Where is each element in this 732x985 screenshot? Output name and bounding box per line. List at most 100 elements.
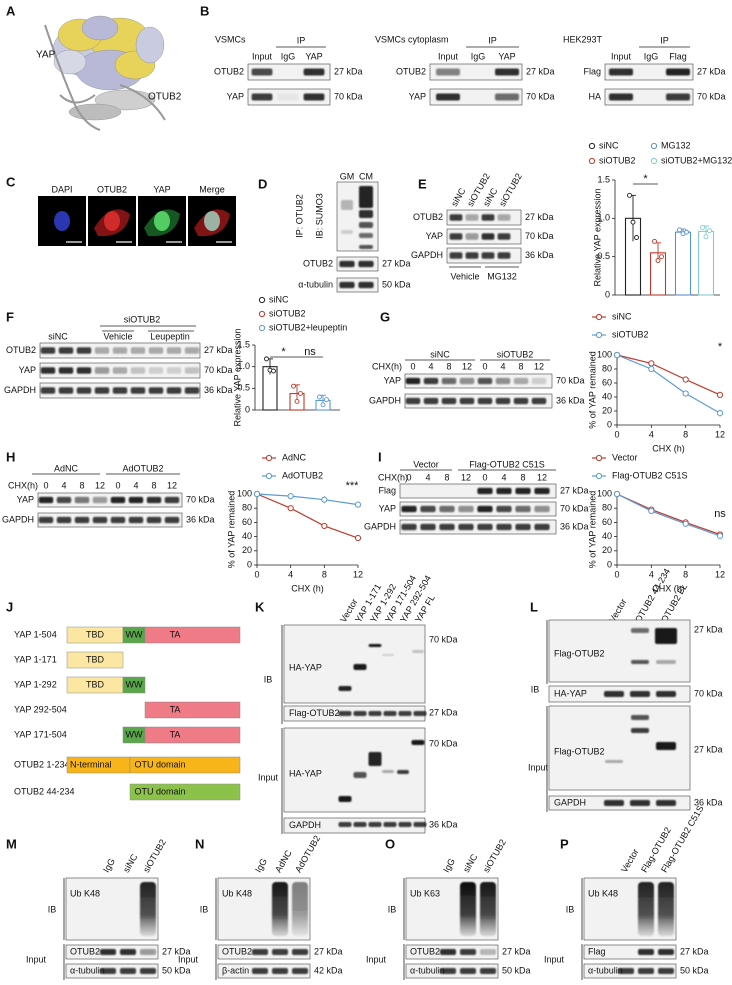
band bbox=[440, 949, 456, 955]
band bbox=[465, 214, 479, 221]
panel-label: N bbox=[195, 836, 204, 851]
y-tick-label: 100 bbox=[237, 488, 252, 498]
construct-label: YAP 1-292 bbox=[14, 679, 57, 689]
y-tick-label: 0 bbox=[245, 404, 250, 414]
lane-label: 8 bbox=[520, 472, 525, 482]
y-tick-label: 20 bbox=[602, 545, 612, 555]
y-tick-label: 0.5 bbox=[237, 383, 250, 393]
band bbox=[148, 367, 164, 374]
size-label: 27 kDa bbox=[382, 258, 411, 268]
panel-label: A bbox=[6, 3, 16, 18]
blot-title: VSMCs bbox=[215, 34, 246, 44]
smear bbox=[658, 882, 674, 936]
structure-label: YAP bbox=[36, 50, 56, 61]
blot bbox=[336, 256, 379, 272]
size-label: 36 kDa bbox=[556, 395, 585, 405]
size-label: 70 kDa bbox=[186, 494, 215, 504]
band bbox=[251, 68, 273, 76]
row-label: Ub K63 bbox=[410, 888, 440, 898]
data-point bbox=[271, 368, 276, 374]
y-tick-label: 80 bbox=[602, 363, 612, 373]
band bbox=[148, 347, 164, 354]
domain-label: WW bbox=[126, 679, 143, 689]
band bbox=[515, 523, 531, 531]
size-label: 70 kDa bbox=[204, 365, 233, 375]
lane-label: 4 bbox=[500, 361, 505, 371]
lane-label: siNC bbox=[48, 331, 68, 341]
band bbox=[481, 233, 495, 240]
band bbox=[411, 740, 425, 745]
panel-label: P bbox=[560, 836, 569, 851]
row-label: OTUB2 bbox=[214, 66, 244, 76]
significance: ns bbox=[714, 508, 726, 520]
data-point bbox=[317, 394, 322, 400]
lane-label: 0 bbox=[410, 361, 415, 371]
y-tick-label: 0 bbox=[247, 559, 252, 569]
blot-title: VSMCs cytoplasm bbox=[375, 34, 449, 44]
lane-label: 0 bbox=[482, 361, 487, 371]
band bbox=[413, 822, 427, 827]
band bbox=[368, 711, 382, 716]
legend-label: siNC bbox=[269, 294, 289, 304]
input-label: Input bbox=[544, 954, 565, 964]
significance: * bbox=[718, 341, 723, 353]
band bbox=[477, 377, 493, 385]
data-point bbox=[652, 238, 657, 244]
band bbox=[292, 949, 308, 955]
smear bbox=[272, 882, 288, 936]
ib-label: IB bbox=[48, 904, 57, 914]
x-tick-label: 8 bbox=[683, 429, 688, 439]
lane-label: 0 bbox=[43, 480, 48, 490]
row-label: GAPDH bbox=[289, 820, 321, 830]
lane-label: Input bbox=[611, 51, 632, 61]
band bbox=[496, 523, 512, 531]
lane-label: YAP bbox=[305, 51, 322, 61]
band bbox=[477, 487, 493, 495]
lane-label: 4 bbox=[133, 480, 138, 490]
blot bbox=[283, 624, 426, 704]
y-tick-label: 60 bbox=[242, 517, 252, 527]
legend-marker bbox=[595, 331, 603, 339]
size-label: 27 kDa bbox=[697, 66, 726, 76]
band bbox=[459, 377, 475, 385]
band bbox=[292, 968, 308, 974]
lane-label: 4 bbox=[428, 361, 433, 371]
data-point bbox=[700, 225, 705, 230]
band bbox=[436, 68, 460, 76]
row-label: OTUB2 bbox=[222, 946, 252, 956]
blot bbox=[37, 492, 183, 508]
chx-label: CHX(h) bbox=[372, 361, 402, 371]
band bbox=[497, 214, 511, 221]
y-tick-label: 100 bbox=[597, 349, 612, 359]
lane-label: IgG bbox=[281, 51, 296, 61]
band bbox=[94, 387, 110, 394]
smear bbox=[480, 882, 496, 936]
domain-label: N-terminal bbox=[70, 759, 112, 769]
legend-label: Flag-OTUB2 C51S bbox=[612, 470, 688, 480]
row-label: YAP bbox=[17, 494, 34, 504]
band bbox=[460, 949, 476, 955]
row-label: YAP bbox=[19, 365, 36, 375]
lane-label: Input bbox=[438, 51, 459, 61]
band bbox=[120, 949, 136, 955]
band bbox=[604, 800, 624, 806]
data-point bbox=[716, 410, 724, 417]
group-label: MG132 bbox=[487, 271, 517, 281]
row-label: Flag-OTUB2 bbox=[554, 747, 605, 757]
band bbox=[609, 68, 633, 76]
lane-label: IgG bbox=[471, 51, 486, 61]
legend-label: siOTUB2+leupeptin bbox=[269, 322, 347, 332]
panel-label: J bbox=[6, 599, 13, 614]
band bbox=[112, 347, 128, 354]
input-label: Input bbox=[366, 954, 387, 964]
input-label: Input bbox=[178, 954, 199, 964]
band bbox=[666, 93, 690, 101]
band bbox=[58, 347, 74, 354]
ib-label: IB: SUMO3 bbox=[314, 193, 324, 239]
significance: * bbox=[281, 346, 286, 358]
data-point bbox=[627, 192, 632, 198]
group-label: siNC bbox=[430, 349, 450, 359]
lane-label: 12 bbox=[462, 361, 472, 371]
band bbox=[413, 711, 427, 716]
